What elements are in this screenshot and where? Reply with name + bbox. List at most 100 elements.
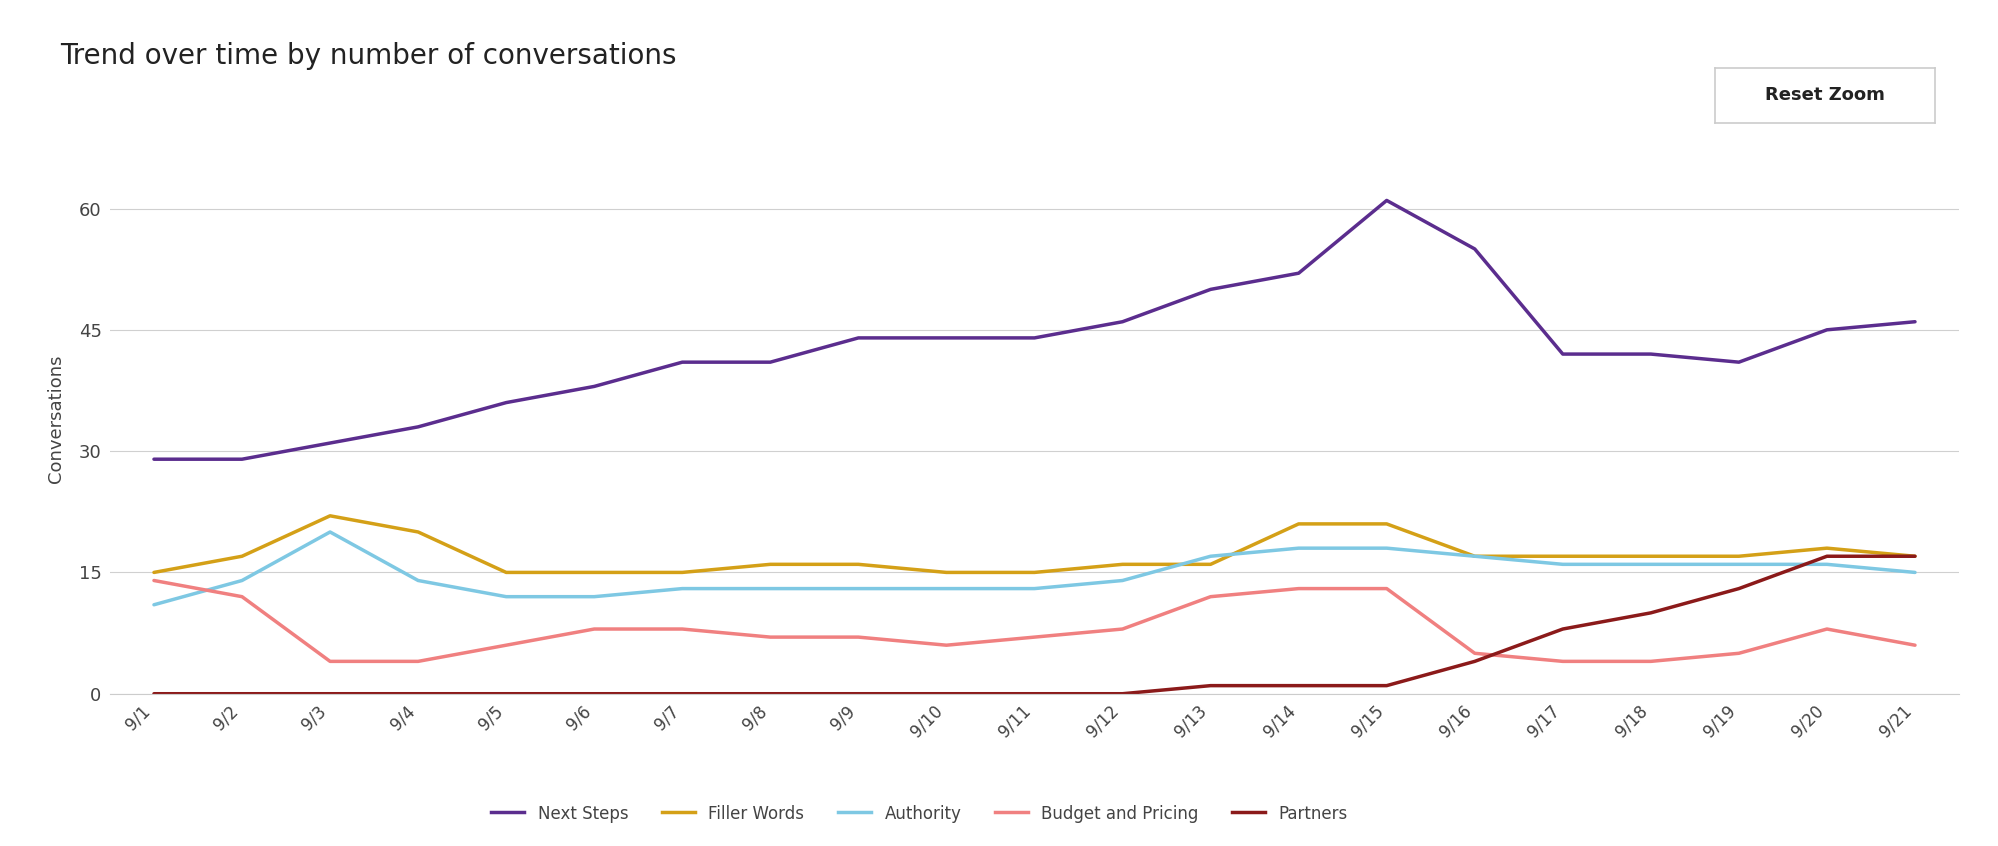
Authority — [1111, 575, 1135, 585]
Next Steps — [1021, 332, 1047, 343]
Budget and Pricing — [494, 640, 517, 651]
Filler Words — [494, 568, 517, 578]
Budget and Pricing — [1287, 584, 1311, 594]
Next Steps — [1199, 284, 1223, 294]
Authority — [1726, 559, 1750, 569]
Budget and Pricing — [1021, 632, 1047, 642]
Filler Words — [1814, 543, 1838, 553]
Partners — [669, 689, 693, 699]
Partners — [1726, 584, 1750, 594]
Budget and Pricing — [933, 640, 957, 651]
Next Steps — [581, 382, 605, 392]
Authority — [1287, 543, 1311, 553]
Filler Words — [669, 568, 693, 578]
Partners — [933, 689, 957, 699]
Next Steps — [933, 332, 957, 343]
Budget and Pricing — [406, 656, 430, 667]
Filler Words — [1287, 519, 1311, 529]
Next Steps — [1550, 349, 1574, 360]
Filler Words — [1463, 552, 1487, 562]
Next Steps — [1287, 268, 1311, 278]
Authority — [230, 575, 254, 585]
Filler Words — [1021, 568, 1047, 578]
Partners — [581, 689, 605, 699]
Filler Words — [1902, 552, 1926, 562]
Partners — [1550, 624, 1574, 634]
Filler Words — [1375, 519, 1399, 529]
Authority — [845, 584, 869, 594]
Budget and Pricing — [1463, 648, 1487, 658]
Authority — [318, 527, 342, 537]
Authority — [933, 584, 957, 594]
Filler Words — [933, 568, 957, 578]
Budget and Pricing — [757, 632, 781, 642]
Budget and Pricing — [1638, 656, 1662, 667]
Filler Words — [142, 568, 166, 578]
Authority — [142, 600, 166, 610]
Authority — [1021, 584, 1047, 594]
Line: Partners: Partners — [154, 557, 1914, 694]
Line: Authority: Authority — [154, 532, 1914, 605]
Line: Budget and Pricing: Budget and Pricing — [154, 580, 1914, 662]
Authority — [1902, 568, 1926, 578]
Partners — [1638, 607, 1662, 618]
Budget and Pricing — [1375, 584, 1399, 594]
Next Steps — [230, 454, 254, 464]
Authority — [581, 591, 605, 602]
Next Steps — [1902, 316, 1926, 327]
Budget and Pricing — [1902, 640, 1926, 651]
Partners — [1111, 689, 1135, 699]
Authority — [1638, 559, 1662, 569]
Next Steps — [1375, 195, 1399, 206]
Filler Words — [230, 552, 254, 562]
Filler Words — [1726, 552, 1750, 562]
Next Steps — [406, 422, 430, 432]
Next Steps — [142, 454, 166, 464]
Partners — [318, 689, 342, 699]
Authority — [757, 584, 781, 594]
Authority — [1814, 559, 1838, 569]
Text: Reset Zoom: Reset Zoom — [1764, 86, 1884, 104]
Next Steps — [1814, 325, 1838, 335]
Next Steps — [318, 438, 342, 448]
Filler Words — [757, 559, 781, 569]
Next Steps — [757, 357, 781, 367]
Partners — [494, 689, 517, 699]
Filler Words — [1199, 559, 1223, 569]
Authority — [1375, 543, 1399, 553]
Next Steps — [845, 332, 869, 343]
Authority — [1199, 552, 1223, 562]
Partners — [757, 689, 781, 699]
Next Steps — [669, 357, 693, 367]
Budget and Pricing — [230, 591, 254, 602]
Authority — [1463, 552, 1487, 562]
Filler Words — [1638, 552, 1662, 562]
Next Steps — [494, 398, 517, 408]
Partners — [1902, 552, 1926, 562]
Authority — [494, 591, 517, 602]
Filler Words — [581, 568, 605, 578]
Partners — [142, 689, 166, 699]
Budget and Pricing — [1726, 648, 1750, 658]
Filler Words — [845, 559, 869, 569]
Authority — [406, 575, 430, 585]
Partners — [1287, 680, 1311, 690]
Authority — [669, 584, 693, 594]
Y-axis label: Conversations: Conversations — [46, 354, 64, 483]
Partners — [1375, 680, 1399, 690]
Next Steps — [1463, 244, 1487, 254]
Next Steps — [1726, 357, 1750, 367]
Partners — [1814, 552, 1838, 562]
Partners — [230, 689, 254, 699]
Budget and Pricing — [1111, 624, 1135, 634]
Budget and Pricing — [1550, 656, 1574, 667]
Filler Words — [1550, 552, 1574, 562]
Budget and Pricing — [581, 624, 605, 634]
Legend: Next Steps, Filler Words, Authority, Budget and Pricing, Partners: Next Steps, Filler Words, Authority, Bud… — [484, 798, 1355, 829]
Authority — [1550, 559, 1574, 569]
Text: Trend over time by number of conversations: Trend over time by number of conversatio… — [60, 42, 675, 70]
Budget and Pricing — [1814, 624, 1838, 634]
Partners — [1021, 689, 1047, 699]
Line: Filler Words: Filler Words — [154, 516, 1914, 573]
Partners — [1199, 680, 1223, 690]
